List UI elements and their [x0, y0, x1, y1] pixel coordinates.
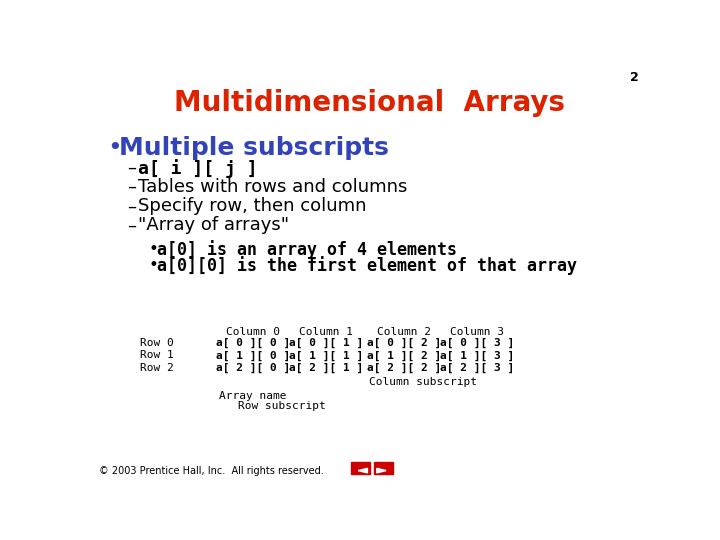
- Text: a[ 2 ][ 0 ]: a[ 2 ][ 0 ]: [215, 363, 290, 373]
- Text: a[ i ][ j ]: a[ i ][ j ]: [138, 159, 258, 178]
- Text: •: •: [148, 256, 158, 274]
- Text: •: •: [148, 240, 158, 258]
- Text: a[ 1 ][ 0 ]: a[ 1 ][ 0 ]: [215, 350, 290, 361]
- Text: a[0] is an array of 4 elements: a[0] is an array of 4 elements: [158, 240, 457, 259]
- Text: a[0][0] is the first element of that array: a[0][0] is the first element of that arr…: [158, 256, 577, 275]
- Text: Row 0: Row 0: [140, 338, 174, 348]
- Text: Array name: Array name: [219, 390, 287, 401]
- Text: Row 2: Row 2: [140, 363, 174, 373]
- Text: •: •: [107, 137, 122, 160]
- Text: Column 2: Column 2: [377, 327, 431, 336]
- Text: –: –: [127, 178, 136, 196]
- Text: © 2003 Prentice Hall, Inc.  All rights reserved.: © 2003 Prentice Hall, Inc. All rights re…: [99, 466, 324, 476]
- Text: 2: 2: [630, 71, 639, 84]
- Text: –: –: [127, 197, 136, 215]
- Text: Column subscript: Column subscript: [369, 377, 477, 387]
- Text: a[ 2 ][ 1 ]: a[ 2 ][ 1 ]: [289, 363, 364, 373]
- Text: Column 3: Column 3: [451, 327, 505, 336]
- Text: a[ 0 ][ 2 ]: a[ 0 ][ 2 ]: [366, 338, 441, 348]
- Polygon shape: [358, 468, 367, 473]
- FancyBboxPatch shape: [351, 462, 370, 475]
- FancyBboxPatch shape: [374, 462, 393, 475]
- Text: Row subscript: Row subscript: [238, 401, 326, 411]
- Text: a[ 0 ][ 1 ]: a[ 0 ][ 1 ]: [289, 338, 364, 348]
- Text: Tables with rows and columns: Tables with rows and columns: [138, 178, 408, 196]
- Text: Row 1: Row 1: [140, 350, 174, 361]
- Text: Multidimensional  Arrays: Multidimensional Arrays: [174, 90, 564, 117]
- Text: Column 0: Column 0: [226, 327, 280, 336]
- Text: a[ 1 ][ 2 ]: a[ 1 ][ 2 ]: [366, 350, 441, 361]
- Text: –: –: [127, 159, 136, 177]
- Text: a[ 1 ][ 1 ]: a[ 1 ][ 1 ]: [289, 350, 364, 361]
- Text: Specify row, then column: Specify row, then column: [138, 197, 366, 215]
- Text: "Array of arrays": "Array of arrays": [138, 217, 289, 234]
- Text: –: –: [127, 217, 136, 234]
- Text: a[ 2 ][ 2 ]: a[ 2 ][ 2 ]: [366, 363, 441, 373]
- Text: a[ 0 ][ 0 ]: a[ 0 ][ 0 ]: [215, 338, 290, 348]
- Text: a[ 1 ][ 3 ]: a[ 1 ][ 3 ]: [441, 350, 515, 361]
- Text: Column 1: Column 1: [300, 327, 354, 336]
- Text: Multiple subscripts: Multiple subscripts: [120, 137, 390, 160]
- Polygon shape: [377, 468, 386, 473]
- Text: a[ 0 ][ 3 ]: a[ 0 ][ 3 ]: [441, 338, 515, 348]
- Text: a[ 2 ][ 3 ]: a[ 2 ][ 3 ]: [441, 363, 515, 373]
